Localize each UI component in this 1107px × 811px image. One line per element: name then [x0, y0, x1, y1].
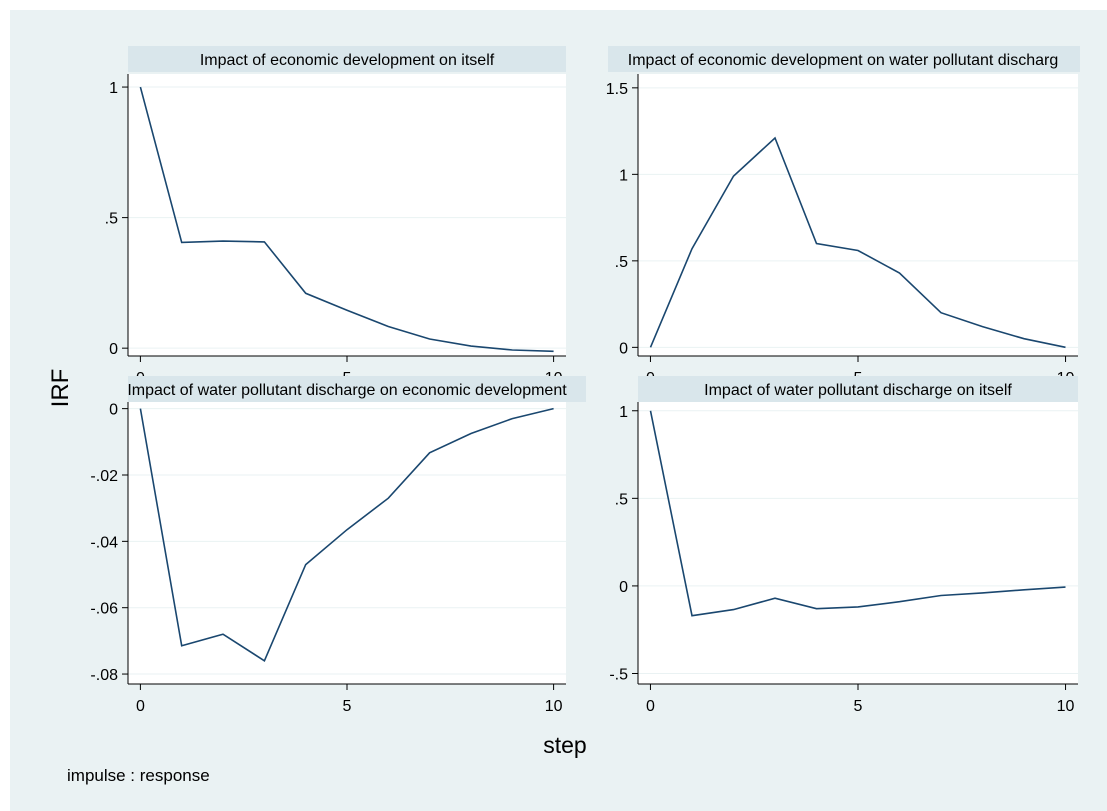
- y-tick-label: -.02: [90, 468, 118, 485]
- panel-title: Impact of water pollutant discharge on e…: [127, 382, 567, 399]
- y-tick-label: 1.5: [606, 81, 628, 98]
- panel-4: Impact of water pollutant discharge on i…: [609, 376, 1078, 715]
- panel-title: Impact of economic development on water …: [628, 52, 1058, 69]
- panel-3: Impact of water pollutant discharge on e…: [90, 376, 586, 715]
- y-tick-label: 1: [619, 167, 628, 184]
- y-tick-label: .5: [615, 491, 628, 508]
- panel-title-strip: [128, 46, 566, 72]
- y-tick-label: .5: [615, 254, 628, 271]
- panel-1: Impact of economic development on itself…: [105, 46, 566, 387]
- panel-title-strip: [608, 46, 1080, 72]
- figure-canvas: Impact of economic development on itself…: [10, 10, 1107, 811]
- irf-line: [649, 136, 1066, 349]
- plot-area: [638, 74, 1078, 356]
- y-tick-label: -.5: [609, 666, 628, 683]
- panel-title-strip: [128, 376, 586, 402]
- x-tick-label: 10: [545, 698, 563, 715]
- plot-area: [638, 402, 1078, 684]
- y-tick-label: 1: [619, 404, 628, 421]
- impulse-response-note: impulse : response: [67, 766, 210, 785]
- x-tick-label: 5: [854, 698, 863, 715]
- x-tick-label: 0: [136, 698, 145, 715]
- plot-area: [128, 74, 566, 356]
- x-tick-label: 10: [1057, 698, 1075, 715]
- irf-line: [649, 410, 1066, 617]
- y-tick-label: 0: [619, 579, 628, 596]
- y-tick-label: .5: [105, 211, 118, 228]
- y-tick-label: -.04: [90, 534, 118, 551]
- x-axis-label: step: [543, 732, 586, 758]
- y-tick-label: 0: [619, 340, 628, 357]
- panel-2: Impact of economic development on water …: [606, 46, 1080, 387]
- y-axis-label: IRF: [47, 369, 74, 408]
- y-tick-label: 0: [109, 402, 118, 419]
- irf-chart: Impact of economic development on itself…: [47, 46, 1080, 785]
- y-tick-label: -.06: [90, 601, 118, 618]
- y-tick-label: 0: [109, 341, 118, 358]
- y-tick-label: 1: [109, 80, 118, 97]
- panel-title: Impact of economic development on itself: [200, 52, 495, 69]
- panel-title-strip: [638, 376, 1078, 402]
- irf-line: [139, 86, 554, 353]
- plot-area: [128, 402, 566, 684]
- panel-title: Impact of water pollutant discharge on i…: [704, 382, 1012, 399]
- x-tick-label: 0: [646, 698, 655, 715]
- y-tick-label: -.08: [90, 667, 118, 684]
- panels: Impact of economic development on itself…: [90, 46, 1080, 715]
- x-tick-label: 5: [343, 698, 352, 715]
- irf-line: [139, 407, 554, 662]
